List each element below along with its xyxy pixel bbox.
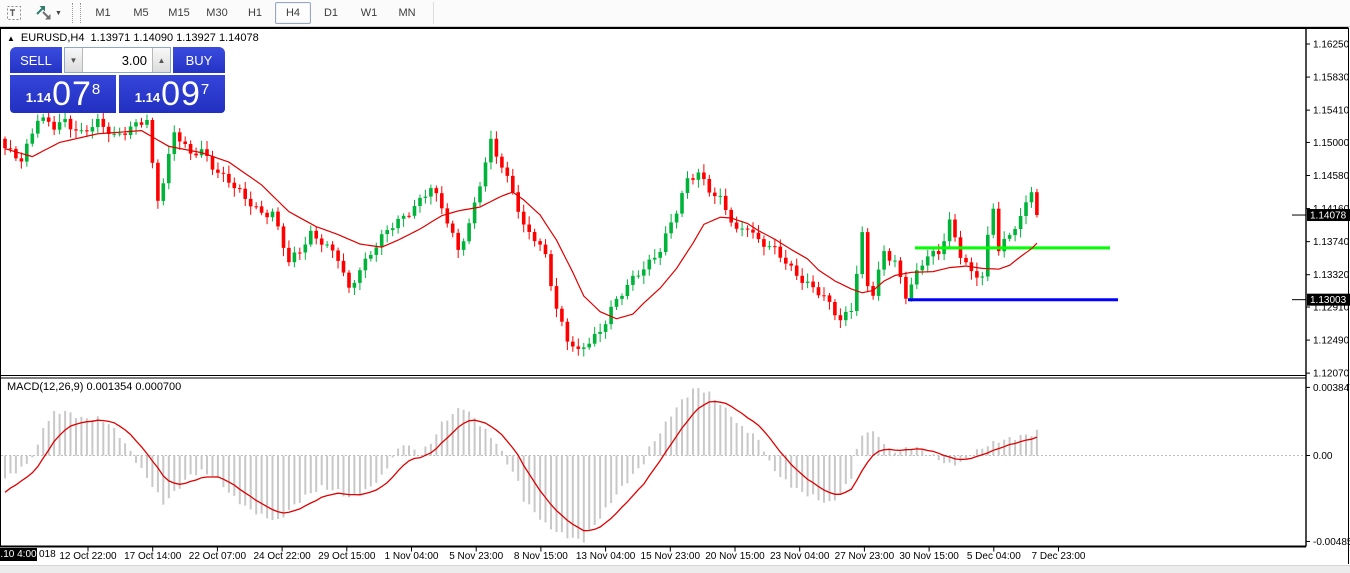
price-axis-label: 1.15830 (1313, 73, 1350, 84)
time-axis-label: 17 Oct 14:00 (124, 551, 182, 562)
symbol-triangle-icon: ▲ (7, 33, 15, 43)
macd-axis-label: 0.00 (1313, 451, 1333, 462)
time-axis-label: 30 Nov 15:00 (899, 551, 959, 562)
time-axis-label: 8 Nov 15:00 (514, 551, 568, 562)
select-rectangle-icon[interactable] (2, 2, 28, 24)
chart-title-ohlc: 1.13971 1.14090 1.13927 1.14078 (90, 32, 259, 44)
macd-indicator-label: MACD(12,26,9) 0.001354 0.000700 (7, 381, 182, 393)
price-axis-label: 1.13740 (1313, 237, 1350, 248)
time-axis-label: 7 Dec 23:00 (1032, 551, 1086, 562)
buy-quote-big: 09 (161, 75, 201, 113)
time-axis-label: 22 Oct 07:00 (189, 551, 247, 562)
svg-text:1.13003: 1.13003 (1310, 295, 1347, 306)
time-axis-label: 1 Nov 04:00 (385, 551, 439, 562)
volume-input[interactable]: 3.00 (121, 52, 147, 68)
time-axis-label: 15 Nov 23:00 (641, 551, 701, 562)
moving-average-line (4, 129, 1038, 320)
toolbar: ▼ M1 M5 M15 M30 H1 H4 D1 W1 MN (0, 0, 1350, 27)
time-axis-label: 13 Nov 04:00 (576, 551, 636, 562)
timeframe-button-h1[interactable]: H1 (247, 7, 263, 19)
price-axis-label: 1.15000 (1313, 138, 1350, 149)
sell-quote-sup: 8 (91, 81, 101, 98)
timeframe-button-m15[interactable]: M15 (168, 7, 190, 19)
macd-signal-line (4, 400, 1038, 532)
svg-text:1.14078: 1.14078 (1310, 211, 1347, 222)
timeframe-button-m30[interactable]: M30 (206, 7, 228, 19)
timeframe-button-mn[interactable]: MN (398, 7, 416, 19)
volume-increase-button[interactable]: ▲ (152, 48, 170, 72)
chart-title: ▲ EURUSD,H4 1.13971 1.14090 1.13927 1.14… (7, 32, 259, 44)
sell-quote[interactable]: 1.14 07 8 (10, 75, 116, 113)
timeframe-button-w1[interactable]: W1 (360, 7, 378, 19)
time-axis-partial-label: 018 (39, 549, 56, 560)
macd-histogram (4, 388, 1038, 543)
time-axis-label: 5 Dec 04:00 (967, 551, 1021, 562)
time-axis-label: 27 Nov 23:00 (835, 551, 895, 562)
time-axis-label: 12 Oct 22:00 (59, 551, 117, 562)
price-axis-label: 1.15410 (1313, 106, 1350, 117)
time-axis-label: 5 Nov 23:00 (449, 551, 503, 562)
timeframe-button-m5[interactable]: M5 (133, 7, 149, 19)
time-axis-label: 23 Nov 04:00 (770, 551, 830, 562)
candles-layer (3, 111, 1039, 357)
price-axis-label: 1.12070 (1313, 369, 1350, 380)
macd-axis-label: 0.003847 (1313, 383, 1350, 394)
price-axis-label: 1.16250 (1313, 40, 1350, 51)
volume-spinner: ▼ 3.00 ▲ (64, 47, 171, 73)
macd-axis-labels: 0.003847 0.00 -0.004856 (1306, 383, 1350, 548)
timeframe-button-h4[interactable]: H4 (275, 2, 311, 24)
sell-quote-prefix: 1.14 (25, 90, 52, 105)
select-rectangle-glyph (7, 6, 21, 20)
trade-panel-quotes-row: 1.14 07 8 1.14 09 7 (10, 75, 225, 113)
timeframe-button-m1[interactable]: M1 (95, 7, 111, 19)
timeframe-group: M1 M5 M15 M30 H1 H4 D1 W1 MN (85, 2, 425, 24)
price-axis-label: 1.12910 (1313, 302, 1350, 313)
time-axis-labels: 12 Oct 22:00 17 Oct 14:00 22 Oct 07:00 24 O… (59, 547, 1086, 562)
toolbar-separator (433, 2, 434, 24)
volume-decrease-button[interactable]: ▼ (65, 48, 83, 72)
price-axis-label: 1.14580 (1313, 171, 1350, 182)
chart-title-symbol: EURUSD,H4 (20, 32, 85, 44)
sell-quote-big: 07 (52, 75, 92, 113)
price-badge: 1.14078 (1292, 209, 1350, 222)
buy-quote[interactable]: 1.14 09 7 (119, 75, 225, 113)
buy-quote-sup: 7 (200, 81, 210, 98)
timeframe-button-d1[interactable]: D1 (323, 7, 339, 19)
status-bar (0, 565, 1350, 573)
price-badge: 1.13003 (1292, 293, 1350, 306)
buy-quote-prefix: 1.14 (134, 90, 161, 105)
arrange-arrows-glyph (36, 6, 51, 20)
time-axis-label: 24 Oct 22:00 (253, 551, 311, 562)
time-axis-label: 29 Oct 15:00 (318, 551, 376, 562)
price-axis-label: 1.12490 (1313, 336, 1350, 347)
buy-button[interactable]: BUY (173, 47, 225, 73)
crosshair-time-badge: .10 4:00 (0, 548, 37, 561)
dropdown-caret-icon: ▼ (55, 9, 62, 17)
macd-axis-label: -0.004856 (1313, 537, 1350, 548)
chart-plot-area[interactable]: 1.162501.158301.154101.150001.145801.141… (0, 27, 1350, 564)
one-click-trading-panel: SELL ▼ 3.00 ▲ BUY 1.14 07 8 1.14 09 7 (10, 47, 225, 113)
arrange-arrows-icon[interactable]: ▼ (30, 2, 66, 24)
toolbar-grip[interactable] (72, 3, 81, 23)
trade-panel-top-row: SELL ▼ 3.00 ▲ BUY (10, 47, 225, 73)
price-axis-label: 1.13320 (1313, 270, 1350, 281)
time-axis-label: 20 Nov 15:00 (705, 551, 765, 562)
sell-button[interactable]: SELL (10, 47, 62, 73)
